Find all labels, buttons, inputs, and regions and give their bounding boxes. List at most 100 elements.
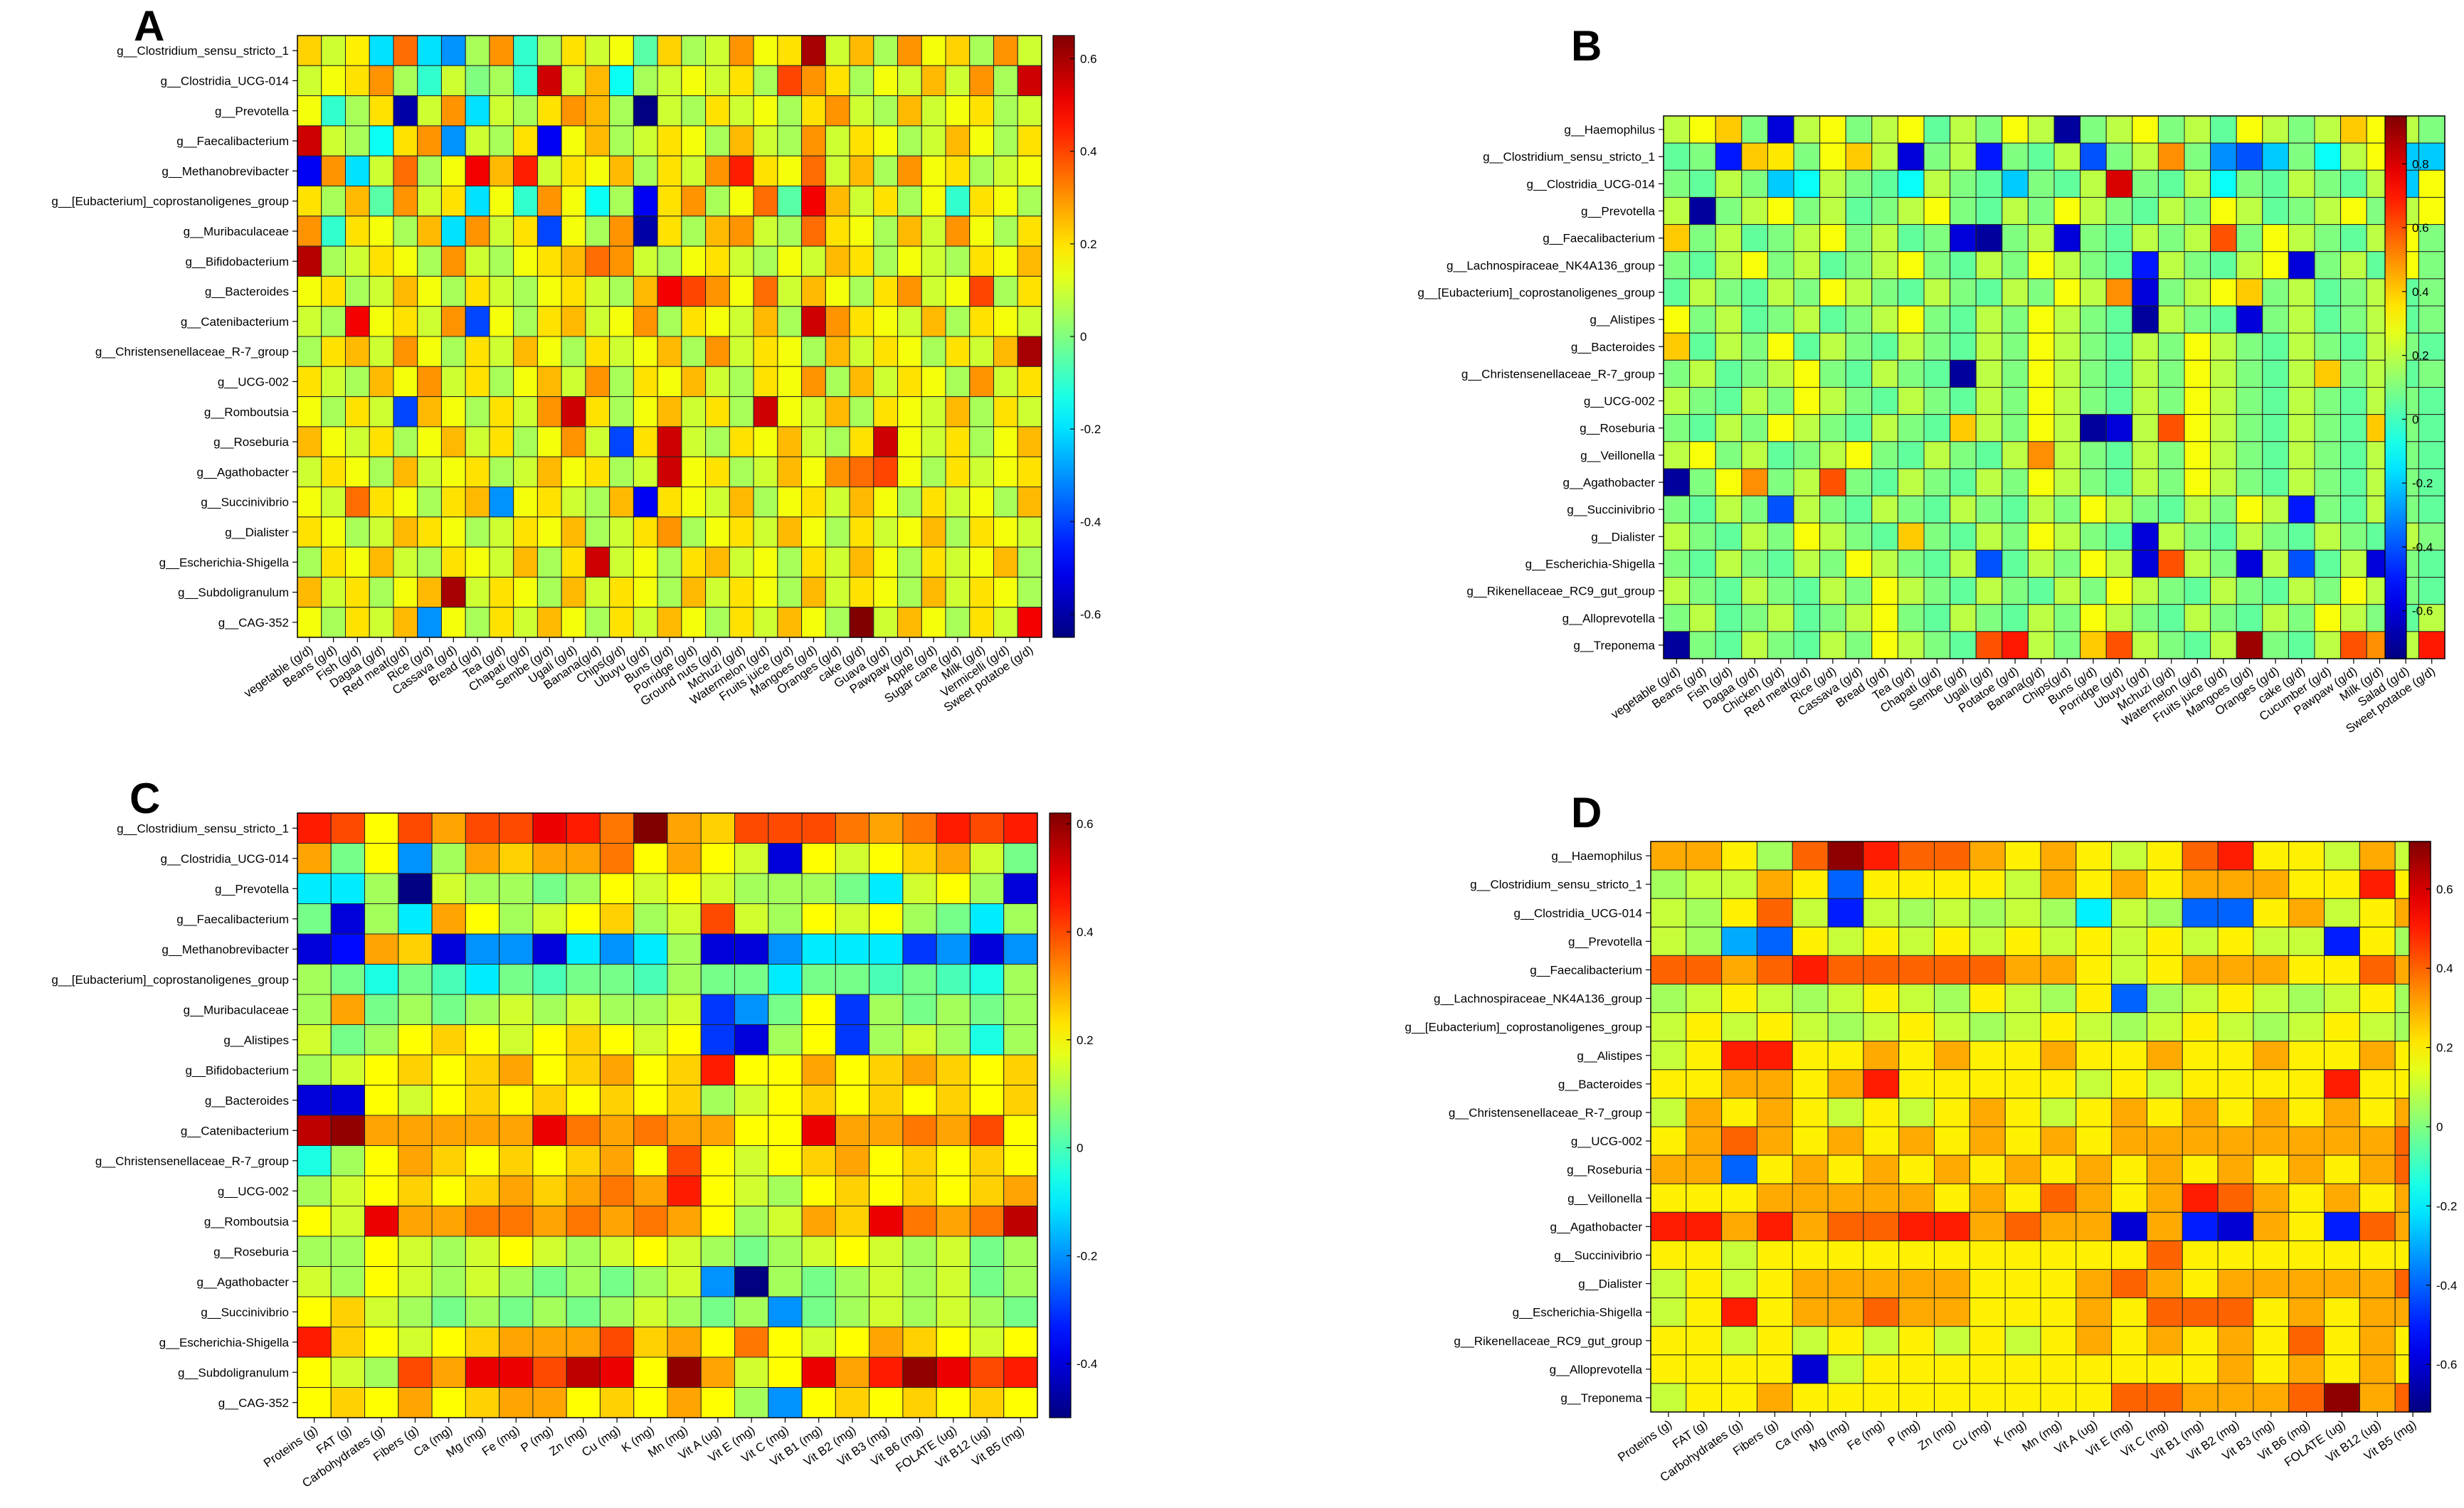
heatmap-cell — [2132, 224, 2159, 253]
heatmap-cell — [936, 1085, 971, 1116]
heatmap-cell — [2340, 251, 2367, 280]
heatmap-cell — [633, 1296, 668, 1327]
heatmap-cell — [1721, 1297, 1757, 1327]
heatmap-cell — [705, 546, 730, 578]
heatmap-cell — [2076, 1098, 2113, 1127]
heatmap-cell — [2262, 604, 2289, 632]
heatmap-cell — [921, 125, 946, 156]
heatmap-cell — [2340, 196, 2367, 225]
heatmap-cell — [633, 873, 668, 904]
heatmap-cell — [297, 245, 322, 277]
heatmap-cell — [2253, 1297, 2290, 1327]
heatmap-cell — [532, 1054, 567, 1085]
heatmap-cell — [1898, 1126, 1935, 1156]
heatmap-cell — [321, 65, 346, 97]
heatmap-cell — [1793, 414, 1821, 442]
heatmap-cell — [993, 366, 1018, 398]
heatmap-cell — [1686, 1383, 1723, 1413]
heatmap-cell — [2182, 1012, 2219, 1042]
heatmap-cell — [599, 1085, 635, 1116]
heatmap-cell — [369, 456, 394, 488]
heatmap-cell — [465, 1296, 500, 1327]
heatmap-cell — [440, 487, 466, 518]
panel-label-c: C — [129, 775, 161, 822]
heatmap-cell — [2359, 1211, 2396, 1241]
heatmap-cell — [801, 873, 836, 904]
heatmap-cell — [2111, 1383, 2147, 1413]
heatmap-cell — [2076, 1041, 2113, 1071]
row-label-g-ucg-002: g__UCG-002 — [218, 375, 289, 388]
heatmap-cell — [873, 456, 899, 488]
heatmap-cell — [1934, 1354, 1970, 1384]
heatmap-cell — [1715, 495, 1743, 524]
colorbar-tick-label: 0 — [1080, 330, 1086, 344]
colorbar-tick-label: 0.6 — [2436, 883, 2453, 896]
heatmap-cell — [1650, 926, 1687, 956]
heatmap-cell — [1017, 336, 1042, 367]
heatmap-cell — [936, 1054, 971, 1085]
heatmap-cell — [369, 35, 394, 66]
heatmap-cell — [321, 336, 346, 367]
heatmap-cell — [393, 396, 418, 428]
heatmap-cell — [969, 843, 1005, 874]
heatmap-cell — [969, 275, 995, 307]
heatmap-cell — [835, 843, 870, 874]
heatmap-cell — [344, 306, 370, 337]
heatmap-cell — [1819, 359, 1846, 388]
heatmap-cell — [969, 812, 1005, 844]
heatmap-cell — [1689, 169, 1716, 198]
heatmap-cell — [1897, 468, 1925, 497]
heatmap-cell — [993, 607, 1018, 638]
heatmap-cell — [873, 487, 899, 518]
heatmap-cell — [1871, 169, 1898, 198]
heatmap-cell — [2288, 1098, 2325, 1127]
heatmap-cell — [2080, 604, 2107, 632]
heatmap-cell — [1845, 169, 1873, 198]
heatmap-cell — [667, 1145, 702, 1177]
heatmap-cell — [1767, 441, 1794, 469]
heatmap-cell — [1845, 631, 1873, 659]
heatmap-cell — [2053, 359, 2081, 388]
heatmap-cell — [499, 1175, 534, 1206]
heatmap-cell — [1663, 142, 1691, 171]
heatmap-cell — [849, 366, 874, 398]
heatmap-cell — [2262, 224, 2289, 253]
heatmap-cell — [1845, 387, 1873, 415]
heatmap-cell — [873, 607, 899, 638]
heatmap-cell — [393, 155, 418, 186]
heatmap-cell — [753, 396, 778, 428]
heatmap-cell — [2105, 604, 2133, 632]
row-label-g-lachnospiraceae-nk4a136-group: g__Lachnospiraceae_NK4A136_group — [1447, 259, 1655, 272]
heatmap-cell — [417, 125, 442, 156]
heatmap-cell — [902, 1206, 937, 1237]
colorbar-tick-label: -0.6 — [2436, 1358, 2457, 1371]
heatmap-cell — [1793, 441, 1821, 469]
heatmap-cell — [2146, 1012, 2183, 1042]
heatmap-cell — [2418, 169, 2446, 198]
heatmap-cell — [1689, 468, 1716, 497]
row-label-g-eubacterium-coprostanoligenes-group: g__[Eubacterium]_coprostanoligenes_group — [1405, 1021, 1642, 1034]
heatmap-cell — [801, 306, 826, 337]
heatmap-cell — [969, 1327, 1005, 1358]
heatmap-cell — [297, 1085, 332, 1116]
heatmap-cell — [825, 245, 850, 277]
heatmap-cell — [700, 964, 736, 995]
heatmap-cell — [369, 306, 394, 337]
heatmap-cell — [1756, 1297, 1793, 1327]
heatmap-cell — [321, 456, 346, 488]
heatmap-cell — [536, 607, 562, 638]
heatmap-cell — [729, 487, 754, 518]
row-label-g-clostridia-ucg-014: g__Clostridia_UCG-014 — [1514, 906, 1642, 920]
heatmap-cell — [1767, 631, 1794, 659]
heatmap-cell — [513, 426, 538, 457]
heatmap-cell — [489, 216, 514, 247]
heatmap-cell — [2111, 1297, 2147, 1327]
heatmap-cell — [1686, 1154, 1723, 1184]
heatmap-cell — [2182, 1297, 2219, 1327]
heatmap-cell — [1819, 169, 1846, 198]
heatmap-cell — [1934, 1211, 1970, 1241]
heatmap-cell — [2002, 196, 2029, 225]
heatmap-cell — [2253, 926, 2290, 956]
heatmap-cell — [369, 186, 394, 217]
heatmap-cell — [700, 1296, 736, 1327]
